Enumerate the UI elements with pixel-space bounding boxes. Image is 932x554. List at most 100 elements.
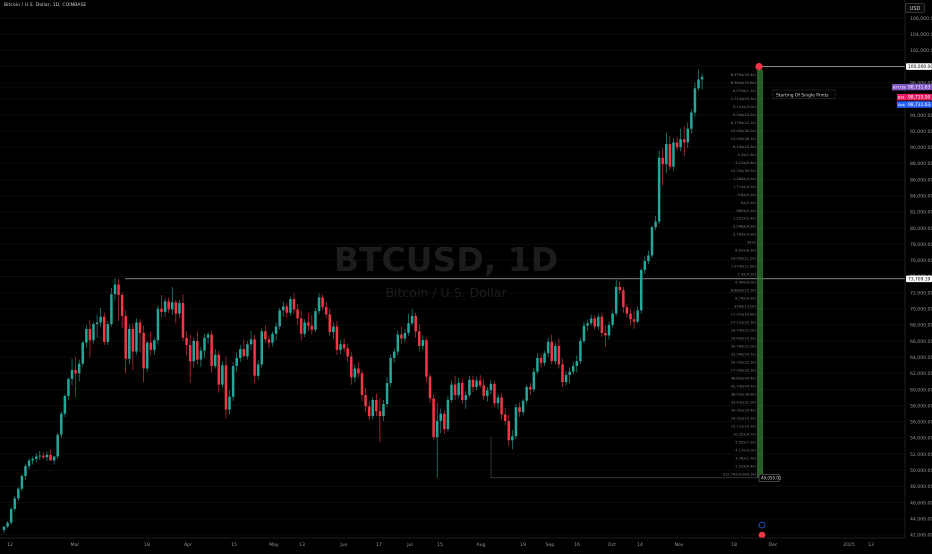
candle[interactable] xyxy=(353,364,357,383)
candle[interactable] xyxy=(174,299,178,324)
candle[interactable] xyxy=(536,353,539,375)
candle[interactable] xyxy=(281,301,285,317)
candle[interactable] xyxy=(95,314,99,338)
candle[interactable] xyxy=(636,306,639,324)
candle[interactable] xyxy=(85,325,88,348)
candle[interactable] xyxy=(503,408,507,425)
candle[interactable] xyxy=(45,451,49,462)
candle[interactable] xyxy=(468,375,471,398)
candle[interactable] xyxy=(357,362,360,378)
candle[interactable] xyxy=(328,308,332,337)
candle[interactable] xyxy=(629,309,632,326)
candle[interactable] xyxy=(371,397,374,420)
candle[interactable] xyxy=(389,354,392,387)
candle[interactable] xyxy=(221,361,224,388)
candle[interactable] xyxy=(350,352,353,385)
candle[interactable] xyxy=(74,357,77,398)
candle[interactable] xyxy=(231,362,235,401)
candle[interactable] xyxy=(339,340,342,354)
candle[interactable] xyxy=(296,303,299,326)
candle[interactable] xyxy=(396,330,400,356)
candle[interactable] xyxy=(206,332,210,344)
candle[interactable] xyxy=(582,321,586,344)
candle[interactable] xyxy=(192,337,195,368)
candle[interactable] xyxy=(557,338,561,369)
candle[interactable] xyxy=(171,286,174,316)
candle[interactable] xyxy=(102,312,106,346)
candle[interactable] xyxy=(188,334,192,384)
candle[interactable] xyxy=(256,360,260,380)
candle[interactable] xyxy=(425,337,428,383)
candle[interactable] xyxy=(56,433,59,459)
candle[interactable] xyxy=(242,339,246,357)
candle[interactable] xyxy=(149,331,153,356)
candle[interactable] xyxy=(650,225,654,258)
candle[interactable] xyxy=(224,356,228,418)
candle[interactable] xyxy=(579,337,582,364)
candle[interactable] xyxy=(92,321,95,344)
candle[interactable] xyxy=(335,320,339,355)
candle[interactable] xyxy=(274,322,278,341)
candle[interactable] xyxy=(228,390,231,415)
candle[interactable] xyxy=(682,126,686,157)
candle[interactable] xyxy=(20,474,24,492)
candle[interactable] xyxy=(521,399,525,416)
candle[interactable] xyxy=(88,320,92,358)
candle[interactable] xyxy=(246,341,249,360)
candle[interactable] xyxy=(575,355,579,373)
candle[interactable] xyxy=(314,307,317,333)
candle[interactable] xyxy=(607,321,611,340)
candle[interactable] xyxy=(289,296,292,316)
candle[interactable] xyxy=(203,333,206,358)
candle[interactable] xyxy=(679,128,682,152)
candle[interactable] xyxy=(661,148,664,187)
candle[interactable] xyxy=(60,411,63,438)
candle[interactable] xyxy=(589,314,593,326)
candle[interactable] xyxy=(24,463,27,480)
candle[interactable] xyxy=(167,297,170,313)
earnings-icon[interactable] xyxy=(758,531,766,539)
candle[interactable] xyxy=(693,82,697,117)
candle[interactable] xyxy=(478,374,482,388)
candle[interactable] xyxy=(278,307,281,330)
candle[interactable] xyxy=(432,394,435,440)
candle[interactable] xyxy=(113,278,117,301)
candle[interactable] xyxy=(217,350,221,393)
candle[interactable] xyxy=(475,376,478,391)
candle[interactable] xyxy=(145,341,149,372)
alert-marker[interactable] xyxy=(755,62,763,71)
candle[interactable] xyxy=(568,367,571,384)
candle[interactable] xyxy=(106,320,110,346)
candle[interactable] xyxy=(128,324,131,365)
candle[interactable] xyxy=(554,342,557,365)
candle[interactable] xyxy=(675,136,679,151)
candle[interactable] xyxy=(77,359,81,382)
candle[interactable] xyxy=(332,322,335,339)
candle[interactable] xyxy=(564,370,568,386)
candle[interactable] xyxy=(457,378,460,399)
candle[interactable] xyxy=(135,318,138,355)
candle[interactable] xyxy=(253,334,256,384)
candle[interactable] xyxy=(292,293,296,314)
candle[interactable] xyxy=(410,308,414,326)
candle[interactable] xyxy=(496,394,500,409)
candle[interactable] xyxy=(622,286,625,313)
candle[interactable] xyxy=(199,346,203,367)
candle[interactable] xyxy=(124,310,127,374)
candle[interactable] xyxy=(453,375,457,400)
candle[interactable] xyxy=(665,132,668,174)
candle[interactable] xyxy=(561,358,564,388)
candle[interactable] xyxy=(571,362,575,375)
candle[interactable] xyxy=(142,325,145,383)
candle[interactable] xyxy=(392,348,396,363)
candle[interactable] xyxy=(9,507,13,526)
candle[interactable] xyxy=(511,429,514,450)
candle[interactable] xyxy=(2,525,6,534)
candle[interactable] xyxy=(614,279,618,316)
candle[interactable] xyxy=(421,335,425,350)
candle[interactable] xyxy=(185,331,188,356)
candle[interactable] xyxy=(643,256,647,275)
currency-button[interactable]: USD xyxy=(905,3,925,13)
candle[interactable] xyxy=(49,449,52,461)
